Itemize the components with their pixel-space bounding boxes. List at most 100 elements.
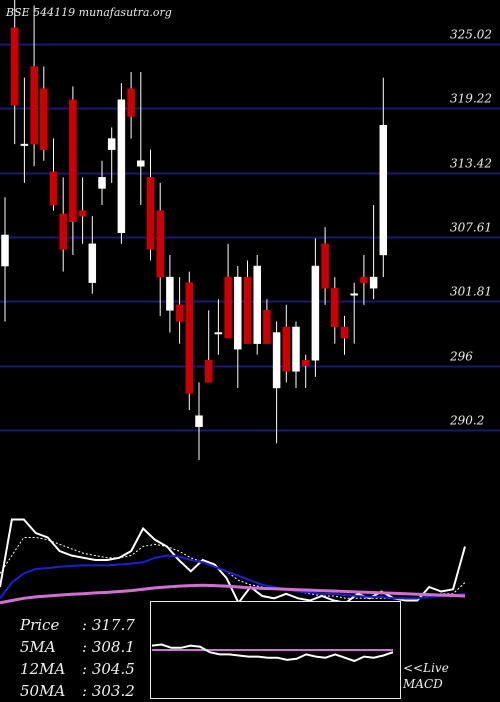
candle-body	[321, 243, 329, 289]
candle-body	[272, 332, 281, 389]
candle	[40, 66, 48, 161]
candle	[98, 160, 106, 206]
candle	[253, 254, 261, 355]
candle-body	[282, 326, 291, 372]
candle	[156, 182, 164, 316]
candle	[127, 72, 135, 139]
stat-value: : 303.2	[82, 682, 135, 700]
candle	[59, 177, 67, 272]
candle-body	[243, 276, 252, 344]
candle	[243, 260, 252, 344]
candle-body	[175, 304, 184, 322]
macd-label: <<Live MACD	[403, 660, 449, 692]
candle	[331, 277, 339, 344]
candle	[204, 310, 213, 383]
stat-5ma: 5MA : 308.1	[20, 636, 135, 658]
macd-label-line: MACD	[403, 677, 443, 691]
candle-body	[331, 287, 339, 328]
candle	[10, 0, 19, 145]
candle	[340, 315, 349, 355]
candle-body	[195, 415, 203, 427]
candle	[234, 266, 242, 388]
candle	[146, 149, 155, 261]
candle	[185, 271, 194, 411]
candle-body	[301, 359, 310, 367]
candle-body	[78, 210, 87, 217]
candle-body	[117, 99, 126, 234]
candle-body	[166, 276, 174, 311]
candle	[175, 277, 184, 344]
candle	[195, 382, 203, 460]
stat-50ma: 50MA : 303.2	[20, 680, 135, 702]
candle	[107, 127, 116, 183]
candle	[350, 282, 358, 344]
candle-body	[88, 243, 97, 283]
candle	[20, 77, 29, 183]
candle-body	[311, 265, 320, 361]
candle	[301, 354, 310, 388]
stat-value: : 304.5	[82, 660, 135, 678]
stats-block: Price : 317.7 5MA : 308.1 12MA : 304.5 50MA…	[20, 614, 135, 702]
y-tick-label: 307.61	[450, 221, 492, 235]
stat-value: : 317.7	[82, 616, 135, 634]
candle	[49, 138, 58, 211]
candle-body	[49, 171, 58, 206]
candle-body	[292, 326, 300, 372]
candle	[272, 321, 281, 444]
stat-label: Price	[20, 616, 60, 634]
candle	[78, 177, 87, 244]
indicator-series-line	[0, 583, 466, 605]
candle	[88, 216, 97, 294]
candle-body	[379, 125, 388, 256]
y-tick-label: 319.22	[450, 92, 492, 106]
stat-label: 5MA	[20, 638, 56, 656]
candle	[224, 243, 232, 339]
candle	[369, 205, 378, 300]
candle-body	[59, 213, 67, 250]
candle	[1, 197, 9, 322]
candle-body	[137, 160, 145, 167]
candle	[311, 238, 320, 377]
stat-label: 12MA	[20, 660, 66, 678]
candle-body	[69, 99, 77, 222]
candle-body	[224, 276, 232, 339]
candle-body	[369, 276, 378, 289]
candle-body	[263, 310, 271, 344]
candle	[166, 254, 174, 333]
candle	[30, 5, 38, 167]
candle-body	[98, 177, 106, 189]
chart-title: BSE 544119 munafasutra.org	[6, 6, 172, 19]
candle-body	[360, 276, 368, 283]
candle-body	[156, 210, 164, 278]
indicator-series-line	[0, 518, 466, 605]
price-axis-labels: 325.02 319.22 313.42 307.61 301.81 296 290.2	[449, 28, 492, 428]
candle	[263, 299, 271, 344]
y-tick-label: 325.02	[450, 28, 492, 42]
stat-value: : 308.1	[82, 638, 135, 656]
candle	[137, 72, 145, 206]
macd-inset	[150, 601, 401, 699]
y-tick-label: 301.81	[450, 285, 492, 299]
stat-12ma: 12MA : 304.5	[20, 658, 135, 680]
candle-body	[1, 234, 9, 267]
y-tick-label: 313.42	[450, 157, 492, 171]
candle-body	[234, 276, 242, 350]
candle-body	[340, 326, 349, 339]
candle	[282, 304, 291, 383]
candle	[69, 86, 77, 255]
candle-body	[214, 332, 223, 335]
stat-label: 50MA	[20, 682, 66, 700]
moving-average-panel	[0, 518, 466, 605]
indicator-series-line	[0, 554, 466, 600]
candle	[214, 299, 223, 355]
candle-body	[10, 27, 19, 106]
candle-body	[20, 143, 29, 146]
candle	[117, 83, 126, 244]
stat-price: Price : 317.7	[20, 614, 135, 636]
candle	[379, 77, 388, 278]
candle-body	[146, 177, 155, 250]
y-tick-label: 296	[449, 350, 473, 364]
macd-line	[151, 643, 394, 663]
candle-body	[127, 88, 135, 117]
